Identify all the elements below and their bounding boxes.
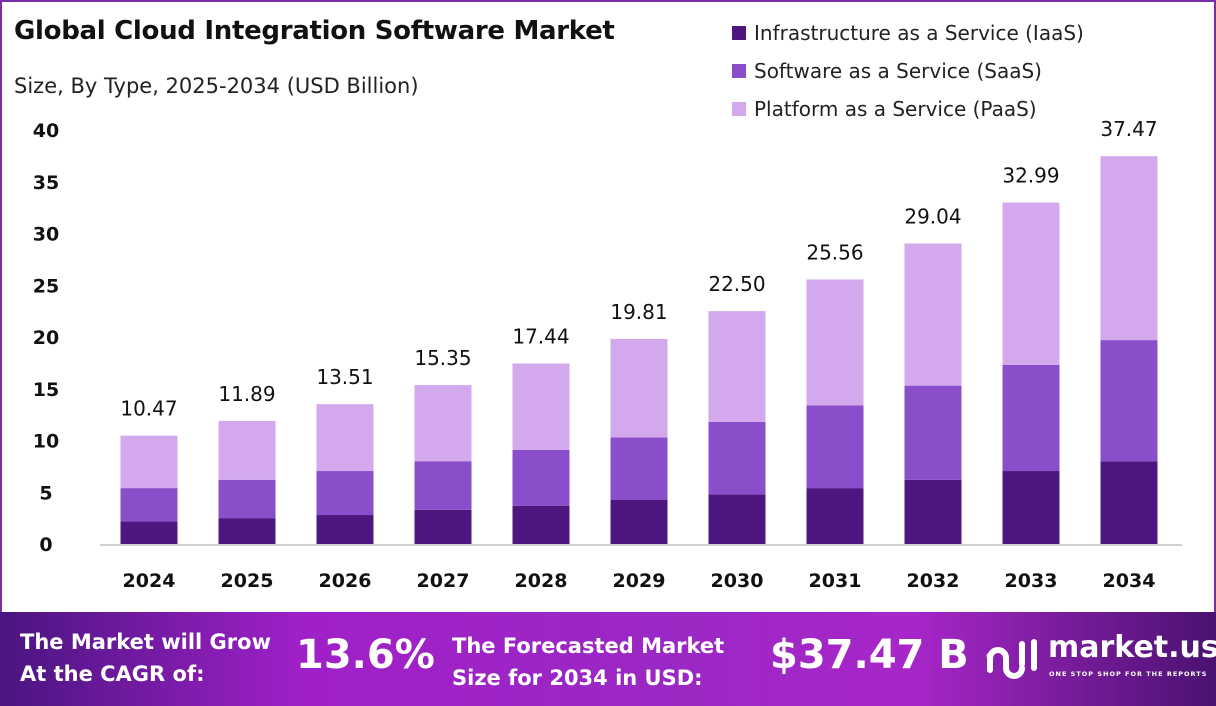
bar-segment-saas: [708, 421, 766, 495]
legend-label: Platform as a Service (PaaS): [754, 97, 1037, 121]
bar-segment-paas: [1002, 202, 1060, 365]
y-tick-label: 15: [33, 379, 59, 401]
x-tick-label: 2032: [907, 570, 960, 592]
cagr-label-line2: At the CAGR of:: [20, 662, 205, 686]
bar-segment-paas: [904, 243, 962, 386]
y-tick-label: 20: [33, 327, 59, 349]
cagr-value: 13.6%: [296, 632, 435, 678]
total-data-label: 17.44: [512, 324, 569, 348]
bar-segment-saas: [904, 385, 962, 480]
cagr-label: The Market will Grow At the CAGR of:: [20, 626, 271, 690]
legend-item-paas: Platform as a Service (PaaS): [732, 90, 1084, 128]
bar-segment-iaas: [1002, 471, 1060, 544]
bar-segment-iaas: [414, 509, 472, 544]
bar-segment-paas: [120, 435, 178, 489]
logo-tagline: ONE STOP SHOP FOR THE REPORTS: [1049, 670, 1208, 678]
legend-swatch-iaas: [732, 26, 746, 40]
bar-segment-iaas: [1100, 461, 1158, 544]
chart-frame: [0, 0, 1216, 612]
bar-segment-paas: [1100, 156, 1158, 341]
x-tick-label: 2026: [319, 570, 372, 592]
forecast-label-line2: Size for 2034 in USD:: [452, 666, 703, 690]
bar-segment-saas: [1002, 364, 1060, 472]
legend-item-saas: Software as a Service (SaaS): [732, 52, 1084, 90]
bar-segment-iaas: [512, 505, 570, 544]
bar-segment-saas: [120, 488, 178, 522]
bar-segment-paas: [316, 404, 374, 472]
x-tick-label: 2034: [1103, 570, 1156, 592]
total-data-label: 32.99: [1002, 164, 1059, 188]
total-data-label: 10.47: [120, 397, 177, 421]
y-tick-label: 30: [33, 224, 59, 246]
cagr-label-line1: The Market will Grow: [20, 630, 271, 654]
bar-segment-paas: [414, 385, 472, 462]
legend-swatch-paas: [732, 102, 746, 116]
y-tick-label: 10: [33, 431, 59, 453]
bar-segment-saas: [610, 437, 668, 501]
market-us-logo-icon: [986, 639, 1037, 679]
legend-label: Software as a Service (SaaS): [754, 59, 1042, 83]
total-data-label: 22.50: [708, 272, 765, 296]
bar-segment-iaas: [610, 500, 668, 544]
bar-segment-paas: [512, 363, 570, 450]
bar-segment-iaas: [316, 515, 374, 544]
bar-segment-paas: [806, 279, 864, 406]
legend-swatch-saas: [732, 64, 746, 78]
forecast-value: $37.47 B: [770, 632, 969, 678]
x-tick-label: 2028: [515, 570, 568, 592]
bar-segment-paas: [218, 420, 276, 480]
bar-segment-saas: [1100, 340, 1158, 462]
bar-segment-iaas: [806, 488, 864, 544]
bar-segment-saas: [414, 461, 472, 510]
bar-segment-paas: [610, 338, 668, 438]
total-data-label: 13.51: [316, 365, 373, 389]
y-tick-label: 40: [33, 120, 59, 142]
logo-text: market.us: [1048, 630, 1216, 665]
total-data-label: 25.56: [806, 240, 863, 264]
chart-title: Global Cloud Integration Software Market: [14, 16, 615, 46]
bar-chart: 051015202530354010.47202411.89202513.512…: [33, 117, 1182, 592]
legend-label: Infrastructure as a Service (IaaS): [754, 21, 1084, 45]
y-tick-label: 0: [39, 534, 52, 556]
bar-segment-saas: [512, 449, 570, 506]
legend: Infrastructure as a Service (IaaS) Softw…: [732, 14, 1084, 128]
y-tick-label: 5: [39, 482, 52, 504]
x-tick-label: 2024: [123, 570, 176, 592]
x-tick-label: 2029: [613, 570, 666, 592]
total-data-label: 19.81: [610, 300, 667, 324]
bar-segment-saas: [806, 405, 864, 489]
bar-segment-iaas: [708, 494, 766, 544]
total-data-label: 37.47: [1100, 117, 1157, 141]
chart-subtitle: Size, By Type, 2025-2034 (USD Billion): [14, 74, 419, 98]
x-tick-label: 2025: [221, 570, 274, 592]
total-data-label: 11.89: [218, 382, 275, 406]
forecast-label: The Forecasted Market Size for 2034 in U…: [452, 630, 724, 694]
x-tick-label: 2031: [809, 570, 862, 592]
total-data-label: 29.04: [904, 204, 961, 228]
bar-segment-iaas: [904, 479, 962, 544]
bar-segment-iaas: [218, 518, 276, 544]
bar-segment-iaas: [120, 521, 178, 544]
x-tick-label: 2027: [417, 570, 470, 592]
forecast-label-line1: The Forecasted Market: [452, 634, 725, 658]
y-tick-label: 35: [33, 172, 59, 194]
footer-banner: The Market will Grow At the CAGR of: 13.…: [0, 612, 1216, 706]
y-tick-label: 25: [33, 275, 59, 297]
bar-segment-saas: [316, 471, 374, 516]
x-tick-label: 2033: [1005, 570, 1058, 592]
total-data-label: 15.35: [414, 346, 471, 370]
bar-segment-paas: [708, 311, 766, 422]
legend-item-iaas: Infrastructure as a Service (IaaS): [732, 14, 1084, 52]
x-tick-label: 2030: [711, 570, 764, 592]
bar-segment-saas: [218, 479, 276, 519]
